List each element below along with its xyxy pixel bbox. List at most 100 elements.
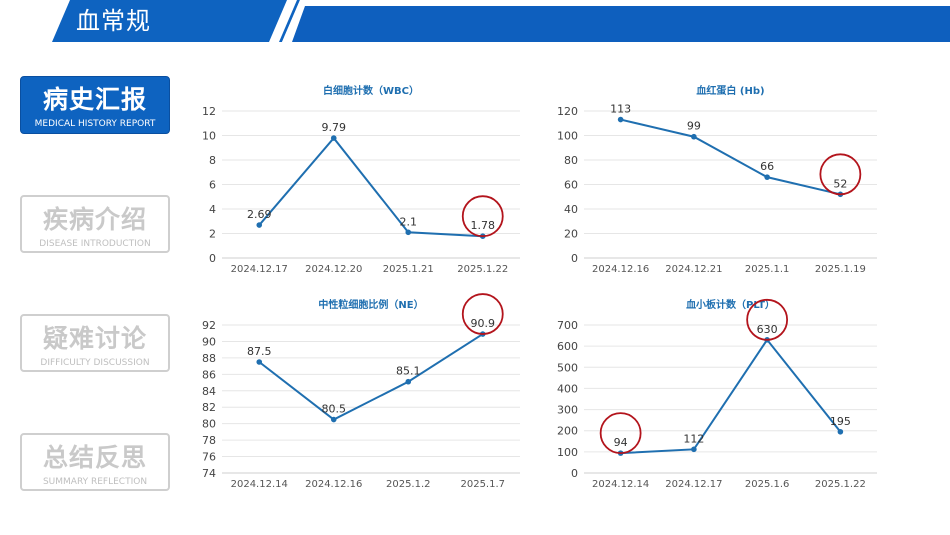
y-tick-label: 90	[202, 335, 216, 348]
x-tick-label: 2025.1.19	[815, 264, 866, 275]
data-point	[764, 337, 770, 343]
x-tick-label: 2024.12.21	[665, 264, 722, 275]
data-point	[837, 191, 844, 198]
y-tick-label: 0	[209, 252, 216, 265]
y-tick-label: 4	[209, 203, 216, 216]
data-point	[479, 331, 486, 337]
data-label: 66	[760, 160, 774, 173]
data-label: 1.78	[471, 219, 496, 232]
y-tick-label: 700	[557, 319, 578, 332]
y-tick-label: 84	[202, 385, 216, 398]
y-tick-label: 200	[557, 425, 578, 438]
x-tick-label: 2025.1.22	[457, 264, 508, 275]
data-label: 85.1	[396, 365, 421, 378]
y-tick-label: 80	[202, 418, 216, 431]
y-tick-label: 74	[202, 467, 216, 480]
nav-difficulty-discussion[interactable]: 疑难讨论 DIFFICULTY DISCUSSION	[20, 314, 170, 372]
x-tick-label: 2024.12.16	[305, 479, 362, 490]
x-tick-label: 2025.1.22	[815, 479, 866, 490]
y-tick-label: 300	[557, 404, 578, 417]
data-point	[617, 116, 624, 123]
y-tick-label: 2	[209, 228, 216, 241]
x-tick-label: 2025.1.21	[383, 264, 434, 275]
data-point	[764, 174, 770, 180]
y-tick-label: 6	[209, 179, 216, 192]
data-label: 80.5	[322, 403, 347, 416]
data-label: 52	[833, 177, 847, 190]
data-label: 94	[614, 436, 628, 449]
series-line	[258, 333, 484, 421]
data-label: 9.79	[322, 121, 347, 134]
data-label: 113	[610, 103, 631, 116]
y-tick-label: 120	[557, 105, 578, 118]
y-tick-label: 92	[202, 319, 216, 332]
data-point	[405, 229, 412, 236]
y-tick-label: 0	[571, 467, 578, 480]
page-title: 血常规	[76, 7, 151, 35]
y-tick-label: 100	[557, 446, 578, 459]
data-point	[256, 222, 263, 228]
header-banner	[0, 0, 950, 42]
nav-title: 病史汇报	[42, 85, 147, 114]
nav-title: 总结反思	[42, 443, 147, 472]
series-line	[258, 136, 483, 238]
x-tick-label: 2024.12.16	[592, 264, 649, 275]
nav-summary-reflection[interactable]: 总结反思 SUMMARY REFLECTION	[20, 433, 170, 491]
y-tick-label: 10	[202, 130, 216, 143]
y-tick-label: 20	[564, 228, 578, 241]
y-tick-label: 40	[564, 203, 578, 216]
data-label: 112	[683, 432, 704, 445]
y-tick-label: 600	[557, 340, 578, 353]
y-tick-label: 500	[557, 361, 578, 374]
y-tick-label: 12	[202, 105, 216, 118]
y-tick-label: 60	[564, 179, 578, 192]
y-tick-label: 8	[209, 154, 216, 167]
data-label: 630	[757, 323, 778, 336]
highlight-circle	[599, 412, 642, 455]
y-tick-label: 86	[202, 368, 216, 381]
chart-title: 血小板计数（PLT）	[686, 298, 775, 311]
data-label: 87.5	[247, 345, 272, 358]
nav-disease-introduction[interactable]: 疾病介绍 DISEASE INTRODUCTION	[20, 195, 170, 253]
y-tick-label: 0	[571, 252, 578, 265]
data-point	[691, 446, 697, 453]
x-tick-label: 2024.12.14	[231, 479, 288, 490]
nav-title: 疾病介绍	[42, 205, 147, 234]
chart-title: 中性粒细胞比例（NE）	[318, 298, 423, 311]
x-tick-label: 2024.12.17	[665, 479, 722, 490]
series-line	[620, 118, 841, 196]
x-tick-label: 2024.12.20	[305, 264, 362, 275]
data-label: 195	[830, 415, 851, 428]
data-label: 2.69	[247, 208, 272, 221]
highlight-circle	[746, 298, 789, 341]
data-point	[256, 359, 263, 365]
data-label: 99	[687, 120, 701, 133]
chart-title: 血红蛋白 (Hb)	[696, 84, 764, 97]
nav-title: 疑难讨论	[42, 324, 147, 353]
x-tick-label: 2024.12.14	[592, 479, 649, 490]
data-point	[479, 233, 486, 239]
x-tick-label: 2024.12.17	[231, 264, 288, 275]
highlight-circle	[461, 293, 504, 335]
data-label: 90.9	[471, 317, 496, 330]
data-point	[405, 378, 412, 385]
data-point	[330, 416, 337, 423]
nav-medical-history-report[interactable]: 病史汇报 MEDICAL HISTORY REPORT	[20, 76, 170, 134]
y-tick-label: 80	[564, 154, 578, 167]
highlight-circle	[461, 195, 504, 238]
data-point	[617, 450, 624, 456]
y-tick-label: 82	[202, 401, 216, 414]
series-line	[620, 338, 842, 455]
highlight-circle	[819, 153, 862, 196]
nav-subtitle: MEDICAL HISTORY REPORT	[34, 119, 156, 129]
y-tick-label: 76	[202, 451, 216, 464]
nav-subtitle: SUMMARY REFLECTION	[42, 477, 148, 487]
x-tick-label: 2025.1.7	[460, 479, 505, 490]
y-tick-label: 400	[557, 382, 578, 395]
y-tick-label: 78	[202, 434, 216, 447]
y-tick-label: 88	[202, 352, 216, 365]
chart-title: 白细胞计数（WBC）	[323, 84, 419, 97]
data-point	[330, 135, 337, 141]
x-tick-label: 2025.1.1	[745, 264, 790, 275]
nav-subtitle: DISEASE INTRODUCTION	[39, 239, 151, 249]
